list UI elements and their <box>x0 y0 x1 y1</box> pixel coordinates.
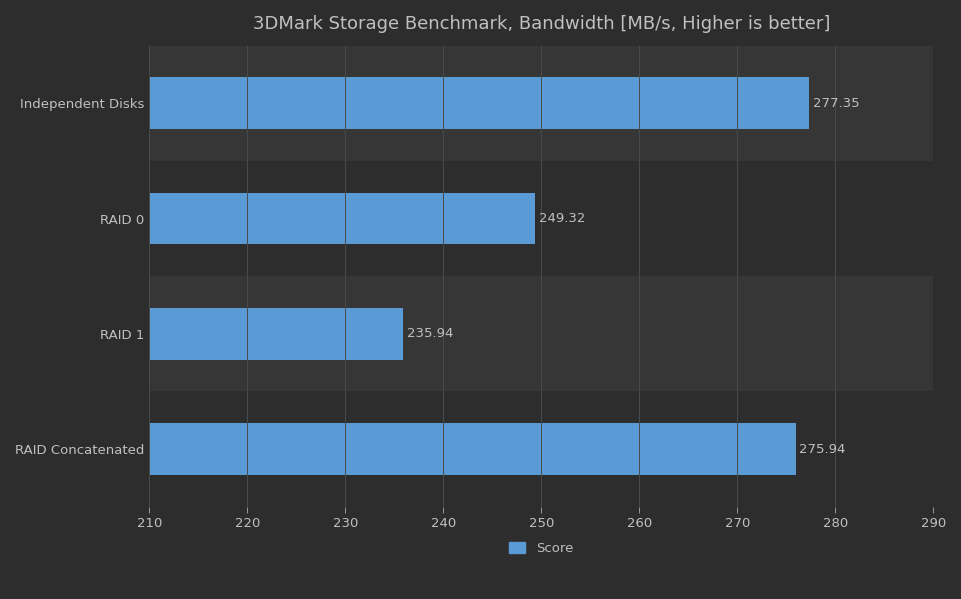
Title: 3DMark Storage Benchmark, Bandwidth [MB/s, Higher is better]: 3DMark Storage Benchmark, Bandwidth [MB/… <box>253 15 830 33</box>
Text: 277.35: 277.35 <box>813 97 860 110</box>
Bar <box>149 391 933 507</box>
Bar <box>149 161 933 276</box>
Bar <box>149 46 933 161</box>
Text: 235.94: 235.94 <box>407 327 454 340</box>
Bar <box>149 276 933 391</box>
Legend: Score: Score <box>505 537 579 560</box>
Bar <box>149 308 404 360</box>
Text: 249.32: 249.32 <box>538 212 585 225</box>
Bar <box>149 193 534 244</box>
Text: 275.94: 275.94 <box>800 443 846 456</box>
Bar <box>149 77 809 129</box>
Bar <box>149 423 796 475</box>
